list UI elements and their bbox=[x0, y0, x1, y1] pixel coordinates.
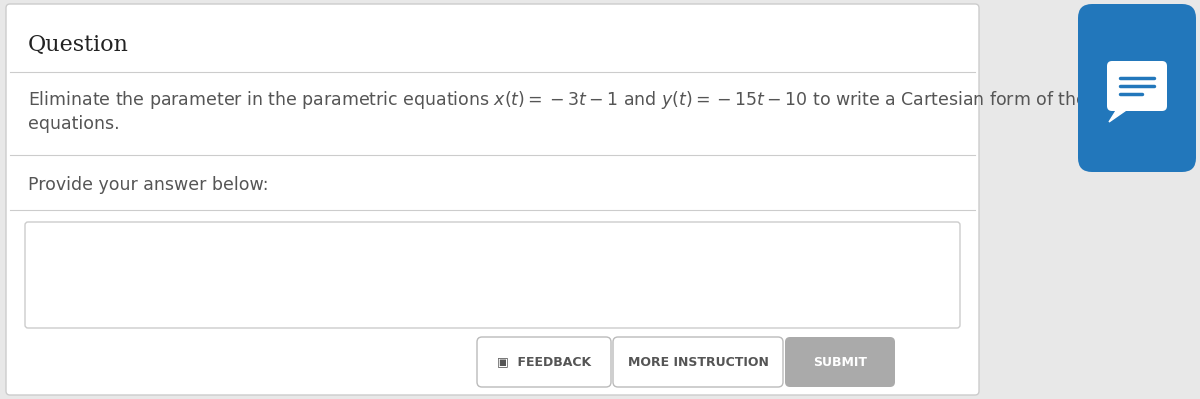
Text: SUBMIT: SUBMIT bbox=[814, 356, 866, 369]
FancyBboxPatch shape bbox=[6, 4, 979, 395]
Text: ▣  FEEDBACK: ▣ FEEDBACK bbox=[497, 356, 592, 369]
Text: Question: Question bbox=[28, 34, 128, 56]
FancyBboxPatch shape bbox=[478, 337, 611, 387]
Text: Provide your answer below:: Provide your answer below: bbox=[28, 176, 269, 194]
Text: equations.: equations. bbox=[28, 115, 120, 133]
Polygon shape bbox=[1109, 106, 1132, 122]
FancyBboxPatch shape bbox=[25, 222, 960, 328]
Text: MORE INSTRUCTION: MORE INSTRUCTION bbox=[628, 356, 768, 369]
FancyBboxPatch shape bbox=[1078, 4, 1196, 172]
Text: Eliminate the parameter in the parametric equations $x(t) = -3t - 1$ and $y(t) =: Eliminate the parameter in the parametri… bbox=[28, 89, 1087, 111]
FancyBboxPatch shape bbox=[1108, 61, 1166, 111]
FancyBboxPatch shape bbox=[613, 337, 784, 387]
FancyBboxPatch shape bbox=[785, 337, 895, 387]
